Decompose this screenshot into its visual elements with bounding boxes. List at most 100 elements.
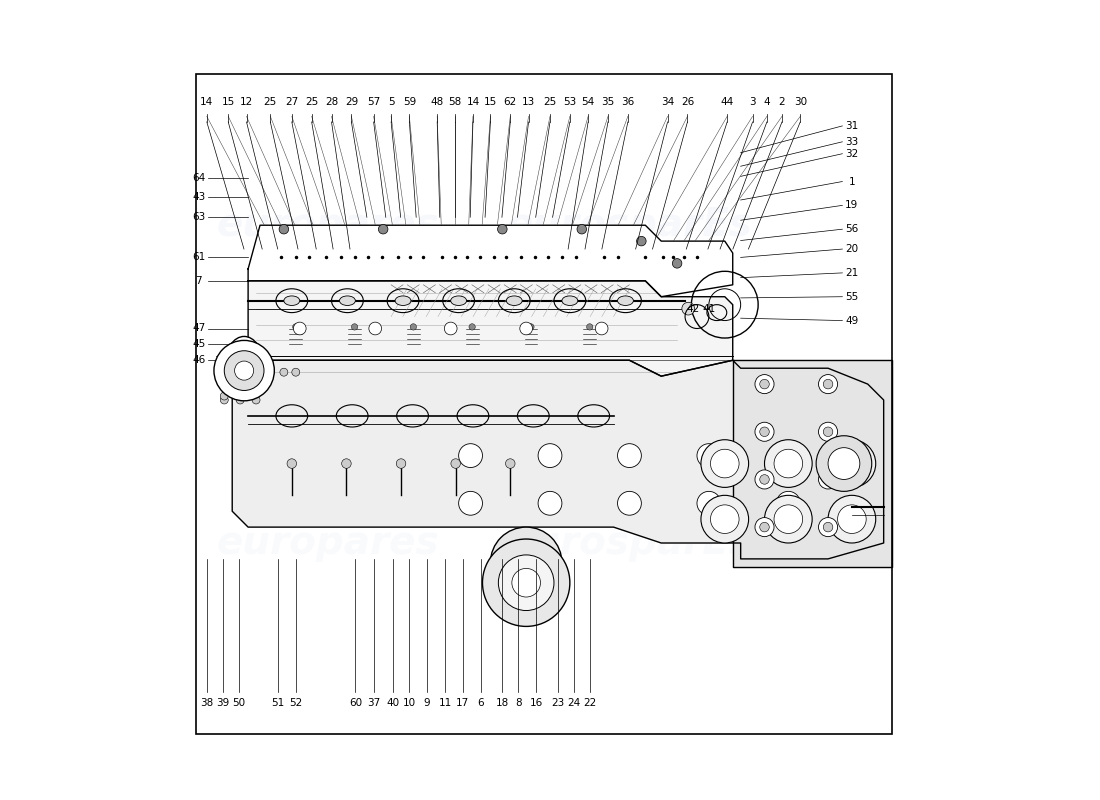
Text: 50: 50 [232, 698, 245, 709]
Text: 39: 39 [216, 698, 229, 709]
Text: europares: europares [217, 524, 439, 562]
Circle shape [451, 458, 461, 468]
Circle shape [818, 422, 837, 442]
Circle shape [755, 374, 774, 394]
Text: 58: 58 [448, 97, 461, 107]
Text: 37: 37 [367, 698, 381, 709]
Ellipse shape [226, 337, 263, 392]
Circle shape [279, 225, 288, 234]
Text: 41: 41 [702, 304, 715, 314]
Circle shape [294, 322, 306, 335]
Circle shape [234, 361, 254, 380]
Circle shape [378, 225, 388, 234]
Circle shape [498, 555, 554, 610]
Text: eurosparEs: eurosparEs [506, 524, 752, 562]
Text: eurosparEs: eurosparEs [506, 365, 752, 403]
Text: europares: europares [217, 206, 439, 244]
Text: 15: 15 [221, 97, 235, 107]
Text: 14: 14 [466, 97, 480, 107]
Circle shape [538, 444, 562, 467]
Circle shape [774, 505, 803, 534]
Text: 40: 40 [387, 698, 400, 709]
Circle shape [760, 474, 769, 484]
Text: 42: 42 [686, 304, 700, 314]
Circle shape [760, 379, 769, 389]
Circle shape [528, 324, 535, 330]
Circle shape [396, 458, 406, 468]
Circle shape [617, 491, 641, 515]
Text: 47: 47 [192, 323, 206, 334]
Circle shape [236, 356, 252, 372]
Text: 35: 35 [602, 97, 615, 107]
Circle shape [252, 396, 260, 404]
Circle shape [491, 527, 562, 598]
Circle shape [293, 324, 299, 330]
Circle shape [777, 491, 801, 515]
Circle shape [617, 444, 641, 467]
Circle shape [828, 448, 860, 479]
Circle shape [823, 427, 833, 437]
Circle shape [410, 324, 417, 330]
Circle shape [760, 427, 769, 437]
Text: 54: 54 [582, 97, 595, 107]
Circle shape [586, 324, 593, 330]
Text: 2: 2 [779, 97, 785, 107]
Circle shape [342, 458, 351, 468]
Circle shape [497, 225, 507, 234]
Circle shape [764, 495, 812, 543]
Circle shape [682, 302, 694, 315]
Circle shape [637, 236, 646, 246]
Circle shape [444, 322, 458, 335]
Polygon shape [249, 281, 733, 376]
Circle shape [837, 450, 866, 478]
Polygon shape [249, 226, 733, 297]
Text: 25: 25 [543, 97, 557, 107]
Text: 19: 19 [845, 200, 858, 210]
Text: 31: 31 [845, 121, 858, 131]
Text: 9: 9 [424, 698, 430, 709]
Circle shape [816, 436, 871, 491]
Circle shape [578, 225, 586, 234]
Text: 62: 62 [504, 97, 517, 107]
Circle shape [512, 569, 540, 597]
Text: 13: 13 [521, 97, 536, 107]
Text: 55: 55 [845, 292, 858, 302]
Circle shape [672, 258, 682, 268]
Circle shape [711, 505, 739, 534]
Circle shape [823, 522, 833, 532]
Text: 6: 6 [477, 698, 484, 709]
Text: 52: 52 [289, 698, 302, 709]
Circle shape [823, 474, 833, 484]
Text: 17: 17 [456, 698, 470, 709]
Ellipse shape [233, 345, 255, 383]
Ellipse shape [340, 296, 355, 306]
Polygon shape [232, 360, 883, 559]
Circle shape [469, 324, 475, 330]
Text: 57: 57 [367, 97, 381, 107]
Circle shape [595, 322, 608, 335]
Text: 16: 16 [530, 698, 543, 709]
Circle shape [220, 392, 229, 400]
Circle shape [777, 444, 801, 467]
Text: 60: 60 [349, 698, 362, 709]
Text: 59: 59 [403, 97, 416, 107]
Ellipse shape [617, 296, 634, 306]
Text: 25: 25 [264, 97, 277, 107]
Text: 4: 4 [763, 97, 770, 107]
Ellipse shape [506, 296, 522, 306]
Text: 27: 27 [285, 97, 298, 107]
Ellipse shape [284, 296, 300, 306]
Circle shape [818, 374, 837, 394]
Ellipse shape [395, 296, 411, 306]
Text: 49: 49 [845, 315, 858, 326]
Text: 44: 44 [720, 97, 734, 107]
Circle shape [292, 368, 300, 376]
Circle shape [483, 539, 570, 626]
Circle shape [697, 491, 720, 515]
Circle shape [697, 444, 720, 467]
Ellipse shape [451, 296, 466, 306]
Text: 15: 15 [484, 97, 497, 107]
Circle shape [828, 440, 876, 487]
Circle shape [701, 440, 749, 487]
Text: 28: 28 [324, 97, 338, 107]
